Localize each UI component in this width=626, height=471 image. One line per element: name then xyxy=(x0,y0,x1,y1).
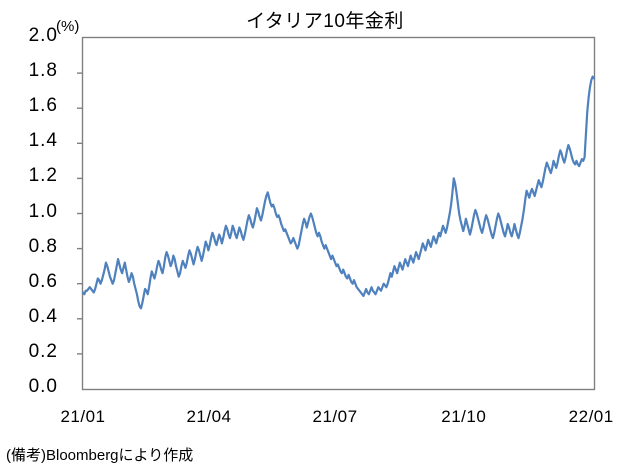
y-axis-tick-marks xyxy=(77,72,83,355)
y-tick-label: 0.2 xyxy=(28,340,58,362)
y-tick-label: 1.8 xyxy=(28,60,58,82)
x-tick-label: 22/01 xyxy=(568,407,614,426)
x-tick-label: 21/10 xyxy=(441,407,487,426)
y-tick-label: 0.8 xyxy=(28,235,58,257)
y-tick-label: 1.6 xyxy=(28,95,58,117)
data-series-line xyxy=(81,75,596,310)
y-tick-label: 0.6 xyxy=(28,270,58,292)
y-tick-label: 1.4 xyxy=(28,130,58,152)
y-axis-unit-label: (%) xyxy=(56,18,80,35)
chart-title: イタリア10年金利 xyxy=(246,11,404,32)
y-tick-label: 0.0 xyxy=(28,376,58,397)
source-footnote: (備考)Bloombergにより作成 xyxy=(6,447,194,464)
x-tick-label: 21/04 xyxy=(186,407,232,426)
y-tick-label: 0.4 xyxy=(28,305,58,327)
y-tick-label: 1.0 xyxy=(28,200,58,222)
y-tick-label: 2.0 xyxy=(28,25,58,46)
x-tick-label: 21/07 xyxy=(312,407,358,426)
y-tick-label: 1.2 xyxy=(28,165,58,187)
plot-frame xyxy=(81,36,596,391)
x-tick-label: 21/01 xyxy=(60,407,106,426)
